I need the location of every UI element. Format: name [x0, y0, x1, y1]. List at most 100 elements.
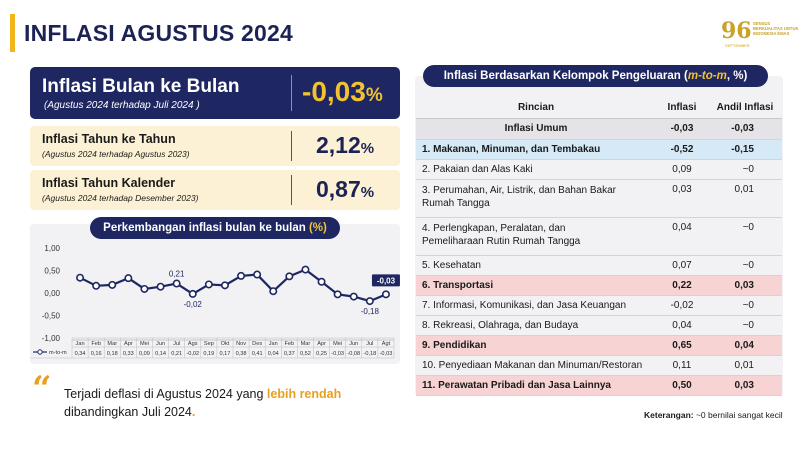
x-tick-label: Sep — [204, 341, 214, 347]
data-table-value: -0,08 — [347, 351, 360, 357]
x-tick-label: Mar — [107, 341, 117, 347]
row-label: 10. Penyediaan Makanan dan Minuman/Resto… — [416, 355, 656, 376]
row-andil: ~0 — [708, 315, 782, 336]
data-label: 0,21 — [169, 270, 185, 279]
data-table-value: 0,16 — [91, 351, 102, 357]
data-point — [204, 280, 213, 289]
data-table-value: 0,09 — [139, 351, 150, 357]
legend-marker — [37, 349, 43, 355]
page-title: INFLASI AGUSTUS 2024 — [24, 20, 293, 46]
row-inflasi: 0,11 — [656, 355, 708, 376]
col-header-rincian: Rincian — [416, 97, 656, 119]
row-andil: ~0 — [708, 159, 782, 180]
table-row: 8. Rekreasi, Olahraga, dan Budaya 0,04 ~0 — [416, 315, 782, 336]
mom-divider — [291, 75, 292, 111]
data-point — [317, 277, 326, 286]
y-tick-label: 0,00 — [44, 289, 60, 298]
row-label: 8. Rekreasi, Olahraga, dan Budaya — [416, 315, 656, 336]
inflation-by-group-table: Rincian Inflasi Andil Inflasi Inflasi Um… — [416, 97, 782, 396]
table-row: 3. Perumahan, Air, Listrik, dan Bahan Ba… — [416, 179, 782, 218]
data-point — [188, 289, 197, 298]
table-row: 9. Pendidikan 0,65 0,04 — [416, 335, 782, 356]
table-note: Keterangan: ~0 bernilai sangat kecil — [644, 410, 783, 420]
table-row: 5. Kesehatan 0,07 ~0 — [416, 255, 782, 276]
row-andil: 0,04 — [708, 335, 782, 356]
data-table-value: 0,17 — [220, 351, 231, 357]
table-row: 6. Transportasi 0,22 0,03 — [416, 275, 782, 296]
data-table-value: -0,02 — [186, 351, 199, 357]
x-tick-label: Nov — [236, 341, 246, 347]
data-point — [349, 292, 358, 301]
logo-sub: SEPTEMBER — [725, 43, 750, 48]
data-table-value: -0,18 — [363, 351, 376, 357]
x-tick-label: Apr — [317, 341, 326, 347]
mom-inflation-card: Inflasi Bulan ke Bulan (Agustus 2024 ter… — [30, 67, 400, 119]
ytd-subtitle: (Agustus 2024 terhadap Desember 2023) — [42, 193, 199, 203]
table-row: 11. Perawatan Pribadi dan Jasa Lainnya 0,… — [416, 375, 782, 396]
x-tick-label: Okt — [221, 341, 230, 347]
data-table-value: 0,41 — [252, 351, 263, 357]
row-inflasi: 0,04 — [656, 217, 708, 256]
yoy-title: Inflasi Tahun ke Tahun — [42, 132, 176, 146]
table-title: Inflasi Berdasarkan Kelompok Pengeluaran… — [423, 65, 768, 87]
row-andil: ~0 — [708, 217, 782, 256]
row-inflasi: -0,03 — [656, 118, 708, 140]
x-tick-label: Jul — [366, 341, 373, 347]
x-tick-label: Mei — [333, 341, 342, 347]
x-tick-label: Jun — [349, 341, 358, 347]
x-tick-label: Des — [252, 341, 262, 347]
yoy-subtitle: (Agustus 2024 terhadap Agustus 2023) — [42, 149, 190, 159]
data-label-highlight: -0,03 — [377, 276, 396, 285]
row-andil: 0,03 — [708, 375, 782, 396]
row-inflasi: 0,07 — [656, 255, 708, 276]
data-table-value: 0,37 — [284, 351, 295, 357]
row-inflasi: 0,03 — [656, 179, 708, 218]
chart-title: Perkembangan inflasi bulan ke bulan (%) — [90, 217, 340, 239]
table-row: 4. Perlengkapan, Peralatan, dan Pemeliha… — [416, 217, 782, 256]
row-andil: -0,15 — [708, 139, 782, 160]
row-label: 3. Perumahan, Air, Listrik, dan Bahan Ba… — [416, 179, 656, 218]
x-tick-label: Jun — [156, 341, 165, 347]
data-table-value: -0,03 — [331, 351, 344, 357]
row-label: 2. Pakaian dan Alas Kaki — [416, 159, 656, 180]
row-label: 6. Transportasi — [416, 275, 656, 296]
data-table-value: 0,14 — [155, 351, 166, 357]
row-label: 9. Pendidikan — [416, 335, 656, 356]
x-tick-label: Mei — [140, 341, 149, 347]
yoy-inflation-card: Inflasi Tahun ke Tahun (Agustus 2024 ter… — [30, 126, 400, 166]
data-table-value: 0,19 — [203, 351, 214, 357]
data-point — [269, 287, 278, 296]
col-header-andil: Andil Inflasi — [708, 97, 782, 119]
logo-text: SENSUS BERKUALITAS UNTUK INDONESIA EMAS — [753, 21, 799, 36]
row-inflasi: -0,02 — [656, 295, 708, 316]
x-tick-label: Mar — [301, 341, 311, 347]
logo-number: 96 — [721, 18, 752, 44]
data-point — [172, 279, 181, 288]
data-table-value: 0,52 — [300, 351, 311, 357]
data-point — [253, 270, 262, 279]
data-point — [333, 290, 342, 299]
data-point — [76, 273, 85, 282]
data-point — [140, 284, 149, 293]
data-table-value: 0,04 — [268, 351, 279, 357]
y-tick-label: -1,00 — [42, 334, 61, 343]
data-point — [156, 282, 165, 291]
data-table-value: 0,25 — [316, 351, 327, 357]
x-tick-label: Jan — [76, 341, 85, 347]
x-tick-label: Jul — [173, 341, 180, 347]
y-tick-label: -0,50 — [42, 312, 61, 321]
mom-title: Inflasi Bulan ke Bulan — [42, 76, 240, 97]
x-tick-label: Feb — [91, 341, 101, 347]
data-table-value: -0,03 — [380, 351, 393, 357]
data-point — [108, 280, 117, 289]
row-andil: ~0 — [708, 295, 782, 316]
ytd-title: Inflasi Tahun Kalender — [42, 176, 176, 190]
table-row: 2. Pakaian dan Alas Kaki 0,09 ~0 — [416, 159, 782, 180]
mom-line-chart: 1,00 0,50 0,00 -0,50 -1,00 Jan 0,34 Feb 0,16 Mar 0… — [30, 244, 400, 359]
x-tick-label: Agt — [382, 341, 391, 347]
row-label: 4. Perlengkapan, Peralatan, dan Pemeliha… — [416, 217, 656, 256]
row-inflasi: 0,65 — [656, 335, 708, 356]
yoy-divider — [291, 131, 292, 161]
x-tick-label: Jan — [269, 341, 278, 347]
data-point — [365, 297, 374, 306]
